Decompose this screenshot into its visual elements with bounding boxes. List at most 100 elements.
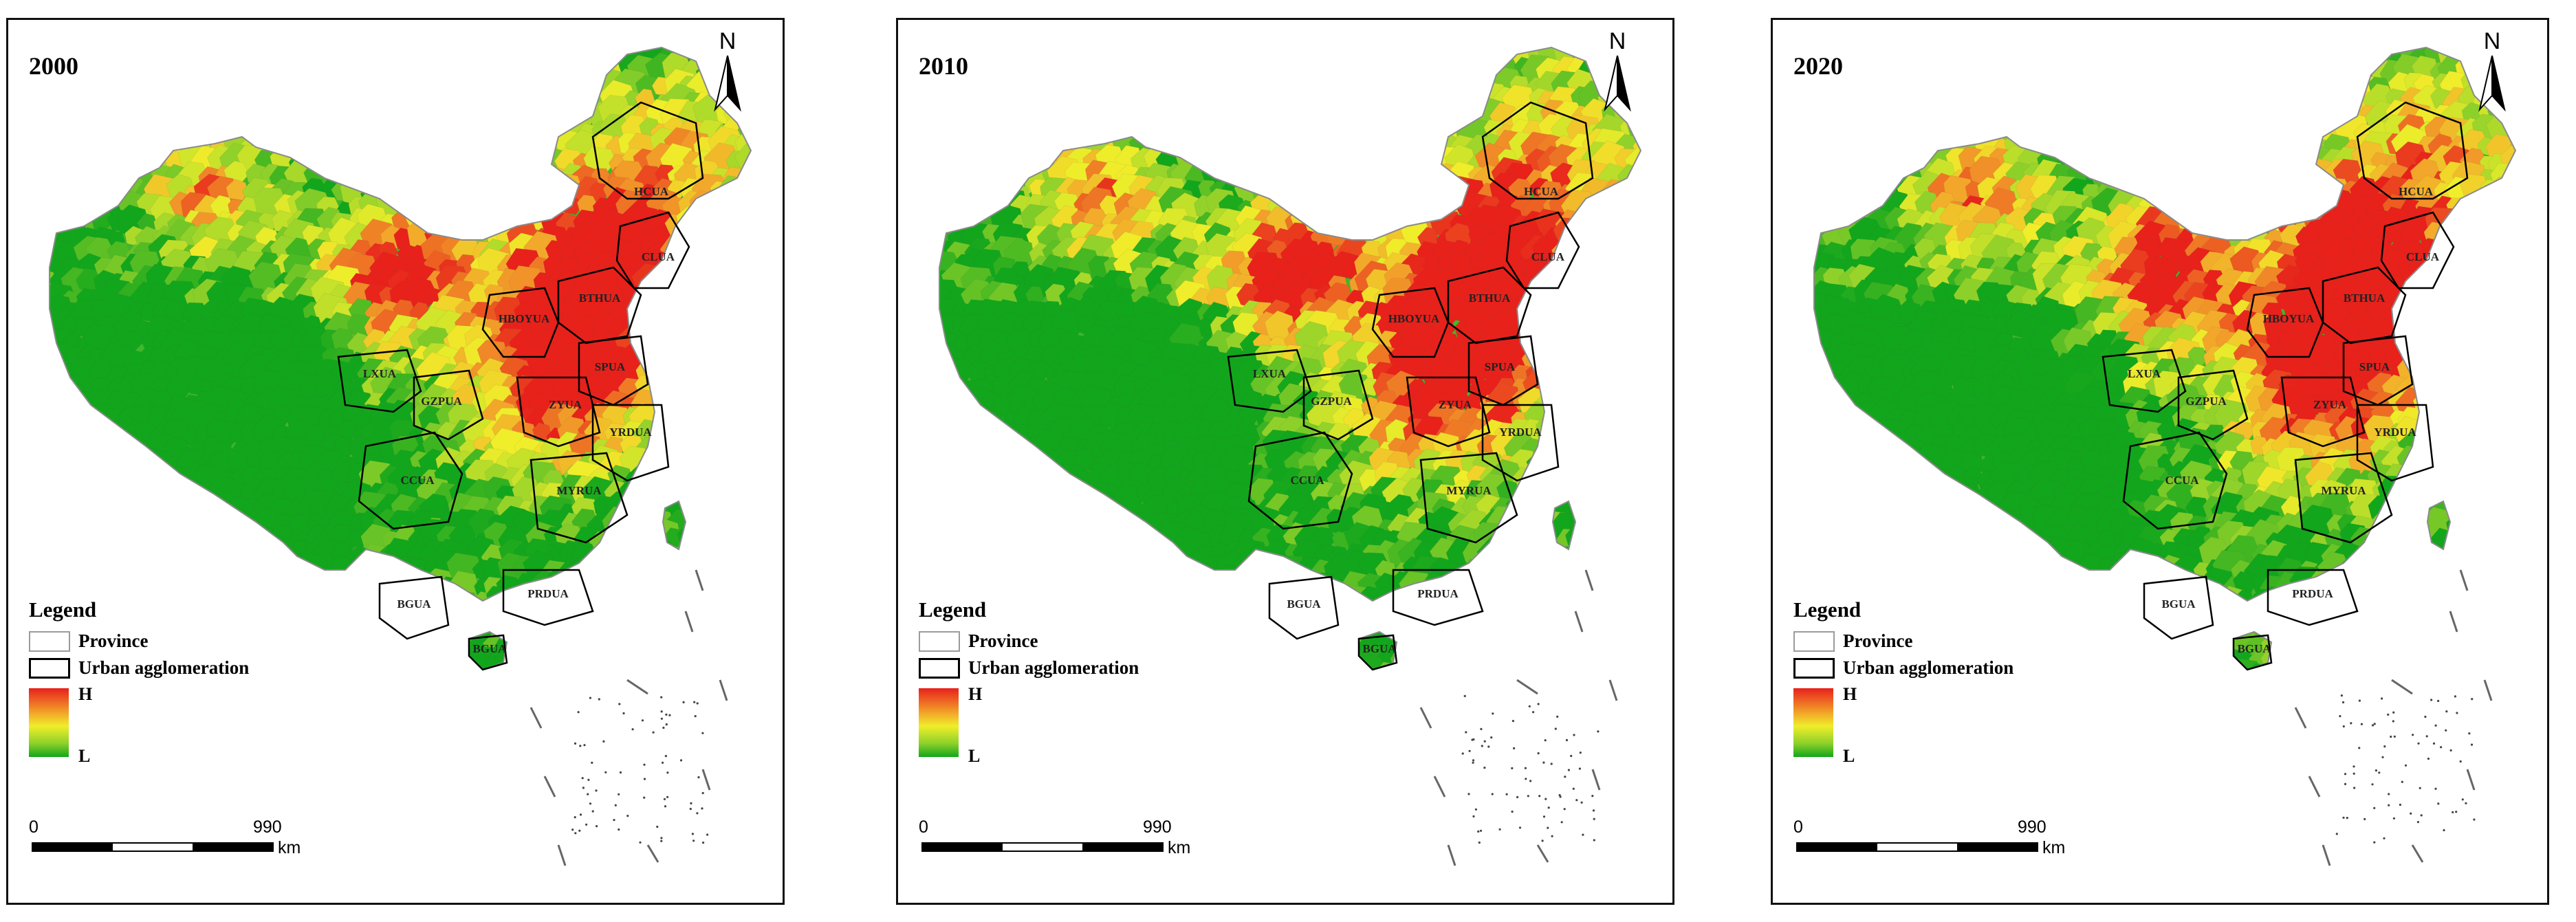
- ua-label: HCUA: [1524, 185, 1559, 198]
- ua-label: GZPUA: [421, 395, 462, 408]
- urban-agglomeration-outline: [2143, 575, 2214, 640]
- year-label: 2010: [919, 52, 968, 80]
- ua-label: YRDUA: [609, 426, 652, 439]
- color-ramp-bar: [919, 688, 959, 757]
- ua-label: CCUA: [1290, 474, 1324, 487]
- urban-agglomeration-outline: [481, 287, 560, 358]
- ua-label: CLUA: [642, 250, 675, 263]
- legend: Legend Province Urban agglomeration H L: [1793, 597, 2124, 766]
- urban-agglomeration-outline: [337, 349, 422, 413]
- map-panel-2020: HCUA CLUA BTHUA HBOYUA SPUA LXUA GZPUA ZYUA YRDU…: [1771, 18, 2549, 905]
- color-ramp-bar: [29, 688, 69, 757]
- scale-bar: 0 990 km: [29, 817, 320, 859]
- urban-agglomeration-outline: [358, 431, 463, 530]
- urban-agglomeration-outline: [413, 369, 484, 441]
- urban-agglomeration-outline: [2380, 211, 2455, 289]
- ua-label: BTHUA: [1469, 292, 1511, 305]
- ramp-low-label: L: [1843, 746, 1855, 766]
- urban-agglomeration-outline: [591, 101, 704, 200]
- scale-bar-graphic: [921, 842, 1164, 852]
- province-label: Province: [78, 630, 149, 651]
- legend: Legend Province Urban agglomeration H L: [29, 597, 359, 766]
- color-ramp: H L: [29, 684, 359, 766]
- urban-agglomeration-outline: [2356, 101, 2469, 200]
- color-ramp-bar: [1793, 688, 1833, 757]
- urban-agglomeration-swatch: [1793, 657, 1835, 679]
- map-panel-2000: HCUA CLUA BTHUA HBOYUA SPUA LXUA GZPUA ZYUA YRDU…: [6, 18, 785, 905]
- scale-bar: 0 990 km: [1793, 817, 2085, 859]
- urban-agglomeration-outline: [1302, 369, 1374, 441]
- ua-label: HCUA: [634, 185, 669, 198]
- ua-label: ZYUA: [549, 398, 582, 411]
- china-map: HCUA CLUA BTHUA HBOYUA SPUA LXUA GZPUA ZYUA YRDU…: [49, 46, 752, 866]
- legend-title: Legend: [919, 597, 987, 622]
- ua-label: MYRUA: [556, 484, 602, 497]
- ua-label: MYRUA: [1446, 484, 1492, 497]
- urban-agglomeration-outline: [1371, 287, 1450, 358]
- ua-label: BGUA: [472, 642, 507, 655]
- color-ramp: H L: [1793, 684, 2124, 766]
- scale-bar-graphic: [32, 842, 274, 852]
- svg-text:N: N: [1609, 28, 1626, 54]
- scale-end: 990: [2018, 817, 2046, 837]
- ua-label: SPUA: [595, 360, 626, 373]
- urban-agglomeration-outline: [1481, 101, 1594, 200]
- urban-agglomeration-outline: [2102, 349, 2187, 413]
- urban-agglomeration-outline: [1227, 349, 1312, 413]
- scale-start: 0: [29, 817, 39, 837]
- ua-label: BGUA: [397, 597, 431, 611]
- urban-agglomeration-outline: [1357, 634, 1398, 671]
- province-label: Province: [1843, 630, 1913, 651]
- legend: Legend Province Urban agglomeration H L: [919, 597, 1249, 766]
- urban-agglomeration-outline: [516, 376, 601, 448]
- province-swatch: [1793, 630, 1835, 652]
- urban-agglomeration-outline: [2356, 404, 2434, 482]
- urban-agglomeration-outline: [2280, 376, 2366, 448]
- ua-label: GZPUA: [2185, 395, 2227, 408]
- urban-agglomeration-swatch: [29, 657, 70, 679]
- ua-label: LXUA: [363, 367, 397, 380]
- urban-agglomeration-outline: [1419, 452, 1518, 544]
- scale-start: 0: [919, 817, 928, 837]
- scale-bar-graphic: [1796, 842, 2038, 852]
- ua-label: CLUA: [1531, 250, 1565, 263]
- scale-unit: km: [1168, 838, 1191, 857]
- urban-agglomeration-label: Urban agglomeration: [1843, 657, 2014, 678]
- ua-label: SPUA: [2359, 360, 2390, 373]
- ua-label: SPUA: [1485, 360, 1516, 373]
- ua-label: PRDUA: [2292, 587, 2333, 600]
- urban-agglomeration-outline: [1406, 376, 1491, 448]
- legend-title: Legend: [1793, 597, 1862, 622]
- ramp-high-label: H: [968, 684, 983, 704]
- urban-agglomeration-outline: [2122, 431, 2228, 530]
- urban-agglomeration-outline: [591, 404, 670, 482]
- scale-end: 990: [253, 817, 282, 837]
- china-map: HCUA CLUA BTHUA HBOYUA SPUA LXUA GZPUA ZYUA YRDU…: [939, 46, 1642, 866]
- urban-agglomeration-outline: [1268, 575, 1340, 640]
- south-china-sea-islands: [530, 569, 728, 866]
- urban-agglomeration-outline: [530, 452, 629, 544]
- ua-label: GZPUA: [1311, 395, 1352, 408]
- urban-agglomeration-outline: [1467, 335, 1539, 406]
- scale-unit: km: [278, 838, 301, 857]
- urban-agglomeration-outline: [502, 569, 594, 626]
- urban-agglomeration-label: Urban agglomeration: [78, 657, 250, 678]
- ramp-low-label: L: [78, 746, 91, 766]
- province-label: Province: [968, 630, 1038, 651]
- ua-label: YRDUA: [2374, 426, 2416, 439]
- ua-label: PRDUA: [527, 587, 569, 600]
- ramp-high-label: H: [1843, 684, 1857, 704]
- ua-label: BGUA: [2161, 597, 2196, 611]
- ua-label: CLUA: [2406, 250, 2440, 263]
- ua-label: ZYUA: [1439, 398, 1472, 411]
- province-swatch: [919, 630, 960, 652]
- urban-agglomeration-outline: [468, 634, 508, 671]
- urban-agglomeration-outline: [2177, 369, 2249, 441]
- south-china-sea-islands: [1419, 569, 1618, 866]
- ua-label: ZYUA: [2313, 398, 2347, 411]
- map-panel-2010: HCUA CLUA BTHUA HBOYUA SPUA LXUA GZPUA ZYUA YRDU…: [896, 18, 1674, 905]
- scale-start: 0: [1793, 817, 1803, 837]
- urban-agglomeration-outline: [578, 335, 649, 406]
- ramp-low-label: L: [968, 746, 981, 766]
- ramp-high-label: H: [78, 684, 93, 704]
